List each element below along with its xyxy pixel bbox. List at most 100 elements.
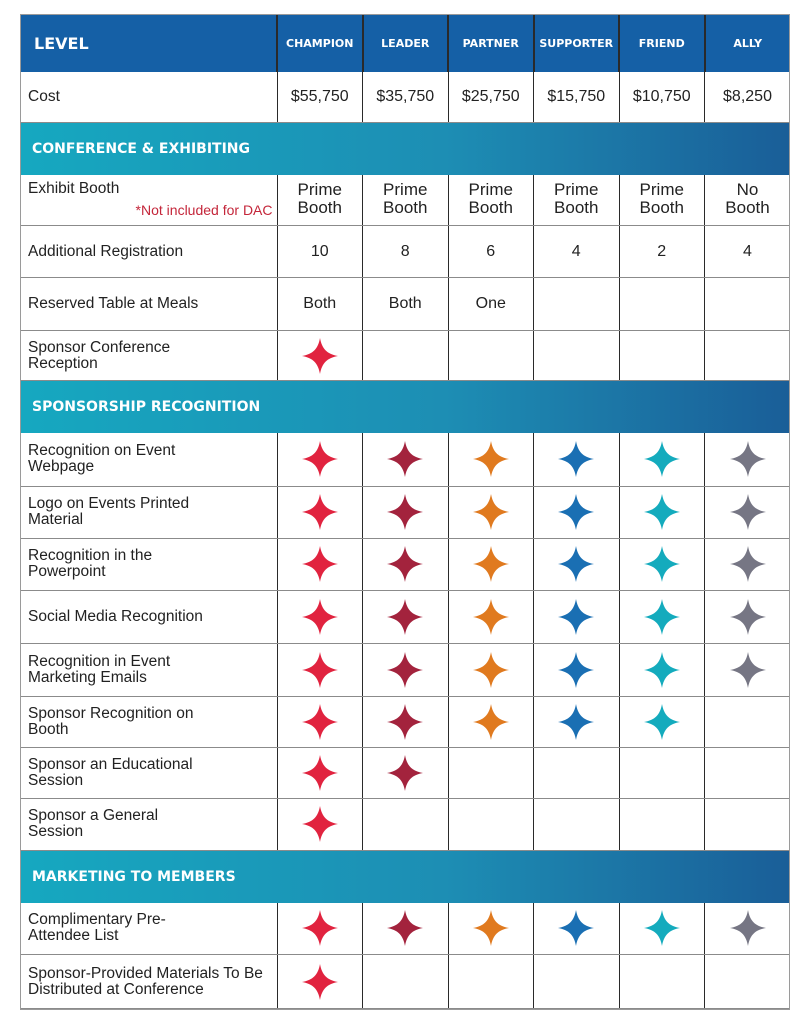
cell-partner: One [448, 277, 534, 331]
benefit-row-recognition-in-event-marketing-emails: Recognition in Event Marketing Emails [20, 643, 790, 697]
cell-ally [704, 798, 790, 851]
four-point-star-icon [387, 494, 424, 530]
cell-partner [448, 747, 534, 799]
cell-leader: Prime Booth [362, 174, 449, 226]
cell-champion [277, 590, 363, 644]
four-point-star-icon [643, 546, 680, 582]
four-point-star-icon [643, 910, 680, 947]
four-point-star-icon [472, 703, 509, 740]
cell-leader [362, 902, 449, 955]
benefit-label-cell: Sponsor Conference Reception [20, 330, 278, 381]
cell-supporter: Prime Booth [533, 174, 620, 226]
cell-value: No Booth [725, 180, 770, 218]
four-point-star-icon [472, 546, 509, 582]
four-point-star-icon [387, 703, 424, 740]
cell-value: 10 [310, 242, 329, 260]
benefit-label-cell: Additional Registration [20, 225, 278, 278]
benefit-label: Complimentary Pre-Attendee List [28, 911, 166, 945]
cell-leader [362, 798, 449, 851]
four-point-star-icon [729, 910, 766, 947]
cell-leader [362, 330, 449, 381]
four-point-star-icon [387, 910, 424, 947]
cell-champion: Prime Booth [277, 174, 363, 226]
cell-value: Prime Booth [639, 180, 684, 218]
four-point-star-icon [729, 546, 766, 582]
cell-ally [704, 486, 790, 539]
cell-ally: 4 [704, 225, 790, 278]
cell-friend [619, 277, 705, 331]
cell-leader [362, 696, 449, 748]
benefit-label: Reserved Table at Meals [28, 295, 199, 312]
four-point-star-icon [301, 494, 338, 530]
cell-champion [277, 433, 363, 487]
cell-supporter [533, 538, 620, 591]
benefit-label: Social Media Recognition [28, 607, 203, 625]
benefit-label-cell: Reserved Table at Meals [20, 277, 278, 331]
cell-friend: Prime Booth [619, 174, 705, 226]
cell-friend [619, 902, 705, 955]
cell-friend [619, 330, 705, 381]
cell-leader [362, 433, 449, 487]
benefit-label-cell: Exhibit Booth *Not included for DAC [20, 174, 278, 226]
benefit-row-sponsor-a-general-session: Sponsor a General Session [20, 798, 790, 851]
benefit-label: Recognition on Event Webpage [28, 442, 176, 476]
four-point-star-icon [472, 494, 509, 530]
cell-supporter [533, 330, 620, 381]
four-point-star-icon [558, 441, 595, 478]
four-point-star-icon [387, 441, 424, 478]
benefit-label: Sponsor Recognition on Booth [28, 704, 194, 738]
cell-value: Prime Booth [554, 180, 599, 218]
four-point-star-icon [301, 546, 338, 582]
benefit-row-recognition-on-event-webpage: Recognition on Event Webpage [20, 433, 790, 487]
cell-leader [362, 643, 449, 697]
cell-value: 4 [743, 242, 752, 260]
cell-friend [619, 433, 705, 487]
cell-value: Prime Booth [297, 180, 342, 218]
cell-partner [448, 902, 534, 955]
cell-value: Both [388, 295, 422, 312]
four-point-star-icon [558, 546, 595, 582]
benefit-label-cell: Sponsor a General Session [20, 798, 278, 851]
benefit-label: Recognition in the Powerpoint [28, 547, 153, 580]
cell-ally [704, 696, 790, 748]
four-point-star-icon [643, 651, 680, 688]
four-point-star-icon [729, 598, 766, 635]
four-point-star-icon [387, 546, 424, 582]
benefit-label-cell: Complimentary Pre-Attendee List [20, 902, 278, 955]
section-header-conference-and-exhibiting: CONFERENCE & EXHIBITING [20, 122, 790, 175]
cell-champion [277, 486, 363, 539]
benefit-row-sponsor-conference-reception: Sponsor Conference Reception [20, 330, 790, 381]
cell-ally [704, 277, 790, 331]
cell-champion [277, 798, 363, 851]
cell-value: 4 [571, 242, 581, 260]
cost-label: Cost [20, 72, 278, 123]
benefit-label-cell: Sponsor an Educational Session [20, 747, 278, 799]
level-header-label: LEVEL [20, 14, 278, 72]
section-title: CONFERENCE & EXHIBITING [20, 122, 790, 175]
benefit-label-cell: Sponsor-Provided Materials To Be Distrib… [20, 954, 278, 1009]
section-title: SPONSORSHIP RECOGNITION [20, 380, 790, 433]
cell-leader [362, 747, 449, 799]
cell-supporter: 4 [533, 225, 620, 278]
benefit-row-logo-on-events-printed-material: Logo on Events Printed Material [20, 486, 790, 539]
sponsorship-levels-sheet: LEVEL CHAMPION LEADER PARTNER SUPPORTER … [20, 14, 790, 1010]
cell-supporter [533, 696, 620, 748]
cell-friend [619, 696, 705, 748]
four-point-star-icon [729, 494, 766, 530]
cell-supporter [533, 433, 620, 487]
section-header-sponsorship-recognition: SPONSORSHIP RECOGNITION [20, 380, 790, 433]
four-point-star-icon [301, 441, 338, 478]
four-point-star-icon [643, 598, 680, 635]
benefit-row-sponsor-recognition-on-booth: Sponsor Recognition on Booth [20, 696, 790, 748]
benefit-label-cell: Recognition on Event Webpage [20, 433, 278, 487]
cell-champion [277, 538, 363, 591]
cost-value-leader: $35,750 [362, 72, 449, 123]
tier-header-ally: ALLY [704, 14, 790, 72]
cell-leader: Both [362, 277, 449, 331]
four-point-star-icon [558, 651, 595, 688]
cell-partner [448, 954, 534, 1009]
cell-supporter [533, 643, 620, 697]
benefit-row-additional-registration: Additional Registration 10 8 6 4 2 4 [20, 225, 790, 278]
benefit-row-exhibit-booth: Exhibit Booth *Not included for DAC Prime … [20, 174, 790, 226]
four-point-star-icon [301, 754, 338, 791]
